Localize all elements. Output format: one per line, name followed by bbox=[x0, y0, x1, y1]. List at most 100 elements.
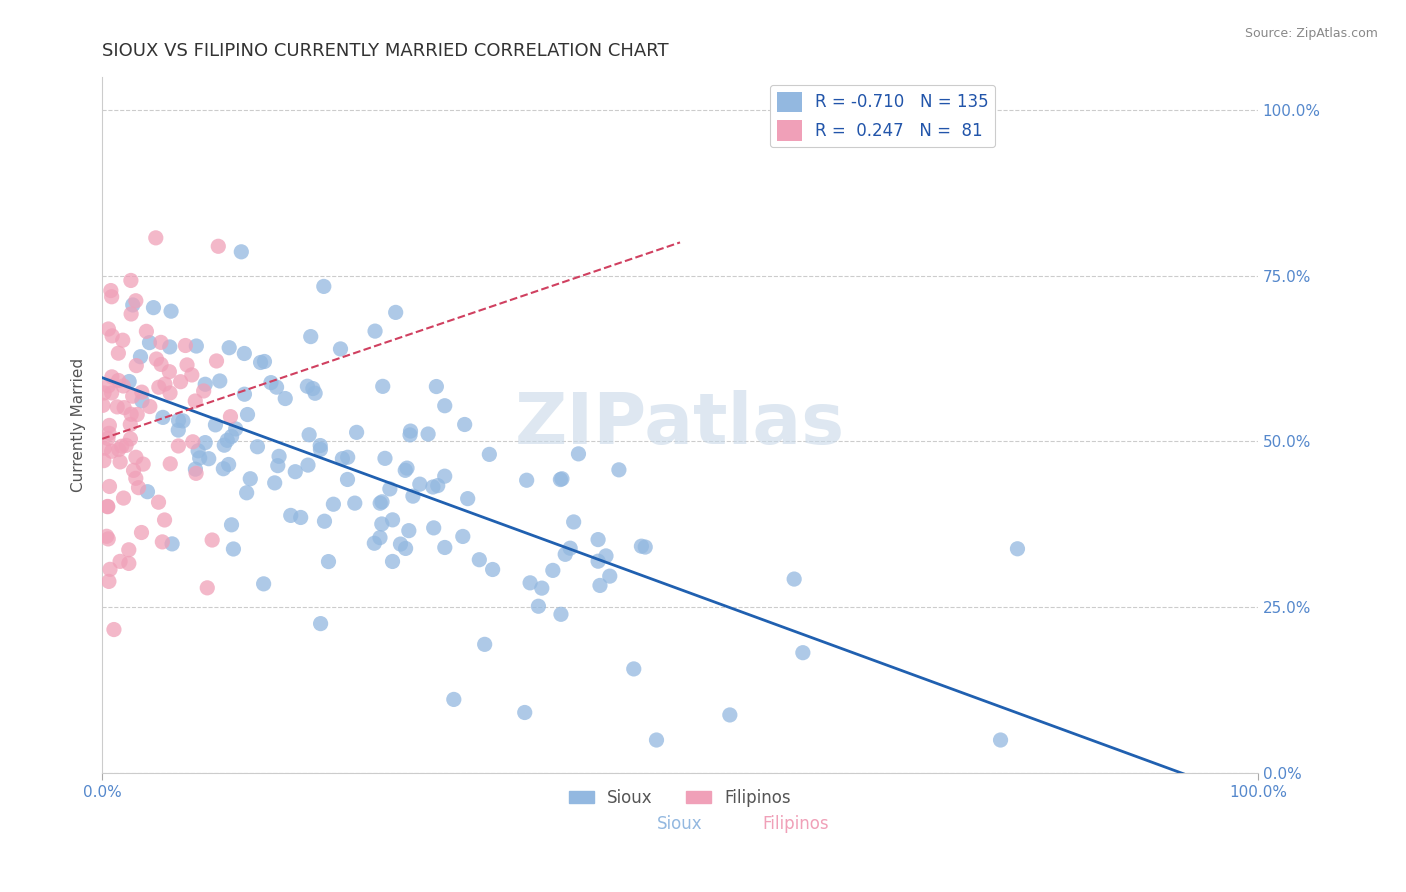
Sioux bbox=[422, 480, 444, 494]
Filipinos bbox=[112, 401, 135, 415]
Filipinos bbox=[120, 407, 142, 421]
Filipinos bbox=[132, 457, 155, 471]
Sioux bbox=[290, 510, 312, 524]
Filipinos bbox=[157, 365, 180, 379]
Filipinos bbox=[195, 581, 218, 595]
Filipinos bbox=[98, 426, 121, 441]
Sioux bbox=[204, 417, 226, 432]
Filipinos bbox=[131, 525, 153, 540]
Sioux bbox=[152, 410, 174, 425]
Filipinos bbox=[93, 386, 115, 401]
Sioux bbox=[990, 733, 1012, 747]
Sioux bbox=[586, 533, 609, 547]
Sioux bbox=[395, 461, 418, 475]
Filipinos bbox=[107, 346, 129, 360]
Filipinos bbox=[176, 358, 198, 372]
Filipinos bbox=[97, 500, 120, 514]
Sioux bbox=[562, 515, 585, 529]
Sioux bbox=[346, 425, 368, 440]
Sioux bbox=[783, 572, 806, 586]
Filipinos bbox=[122, 463, 145, 477]
Filipinos bbox=[125, 471, 148, 485]
Filipinos bbox=[120, 273, 142, 287]
Filipinos bbox=[128, 481, 150, 495]
Sioux bbox=[381, 513, 404, 527]
Filipinos bbox=[97, 432, 120, 446]
Sioux bbox=[519, 575, 541, 590]
Filipinos bbox=[193, 384, 215, 398]
Filipinos bbox=[105, 400, 128, 414]
Sioux bbox=[302, 382, 325, 396]
Sioux bbox=[718, 708, 741, 723]
Filipinos bbox=[149, 335, 172, 350]
Filipinos bbox=[97, 322, 120, 336]
Sioux bbox=[645, 733, 668, 747]
Sioux bbox=[384, 305, 406, 319]
Filipinos bbox=[93, 453, 115, 467]
Sioux bbox=[474, 637, 496, 651]
Sioux bbox=[409, 477, 432, 491]
Sioux bbox=[368, 496, 391, 510]
Sioux bbox=[233, 387, 256, 401]
Filipinos bbox=[108, 554, 131, 568]
Filipinos bbox=[121, 389, 143, 403]
Sioux bbox=[260, 376, 283, 390]
Filipinos bbox=[111, 439, 134, 453]
Filipinos bbox=[219, 409, 242, 424]
Sioux bbox=[1007, 541, 1029, 556]
Sioux bbox=[214, 438, 236, 452]
Legend: Sioux, Filipinos: Sioux, Filipinos bbox=[562, 782, 797, 814]
Sioux bbox=[314, 514, 336, 528]
Sioux bbox=[468, 552, 491, 566]
Sioux bbox=[595, 549, 617, 563]
Filipinos bbox=[120, 432, 142, 446]
Filipinos bbox=[101, 329, 124, 343]
Sioux bbox=[513, 706, 536, 720]
Sioux bbox=[551, 472, 574, 486]
Sioux bbox=[188, 450, 211, 465]
Filipinos bbox=[103, 623, 125, 637]
Sioux bbox=[172, 414, 194, 428]
Sioux bbox=[194, 435, 217, 450]
Filipinos bbox=[169, 375, 191, 389]
Filipinos bbox=[180, 368, 202, 382]
Filipinos bbox=[97, 532, 120, 546]
Sioux bbox=[343, 496, 366, 510]
Sioux bbox=[266, 380, 288, 394]
Sioux bbox=[184, 462, 207, 476]
Sioux bbox=[309, 438, 332, 452]
Filipinos bbox=[108, 455, 131, 469]
Sioux bbox=[433, 469, 456, 483]
Sioux bbox=[218, 458, 240, 472]
Sioux bbox=[363, 536, 385, 550]
Sioux bbox=[453, 417, 475, 432]
Filipinos bbox=[100, 386, 122, 401]
Sioux bbox=[263, 475, 285, 490]
Sioux bbox=[194, 377, 217, 392]
Sioux bbox=[217, 434, 239, 448]
Filipinos bbox=[118, 542, 141, 557]
Sioux bbox=[792, 646, 814, 660]
Filipinos bbox=[93, 441, 115, 455]
Filipinos bbox=[145, 231, 167, 245]
Filipinos bbox=[139, 400, 162, 414]
Sioux bbox=[118, 375, 141, 389]
Sioux bbox=[443, 692, 465, 706]
Text: ZIPatlas: ZIPatlas bbox=[515, 391, 845, 459]
Sioux bbox=[378, 482, 401, 496]
Sioux bbox=[425, 379, 447, 393]
Sioux bbox=[371, 495, 394, 509]
Filipinos bbox=[98, 418, 121, 433]
Filipinos bbox=[201, 533, 224, 547]
Sioux bbox=[623, 662, 645, 676]
Filipinos bbox=[127, 408, 149, 422]
Filipinos bbox=[184, 467, 207, 481]
Sioux bbox=[318, 555, 340, 569]
Sioux bbox=[309, 442, 332, 457]
Sioux bbox=[634, 540, 657, 554]
Sioux bbox=[554, 547, 576, 561]
Sioux bbox=[136, 484, 159, 499]
Sioux bbox=[478, 447, 501, 461]
Text: Source: ZipAtlas.com: Source: ZipAtlas.com bbox=[1244, 27, 1378, 40]
Sioux bbox=[399, 424, 422, 438]
